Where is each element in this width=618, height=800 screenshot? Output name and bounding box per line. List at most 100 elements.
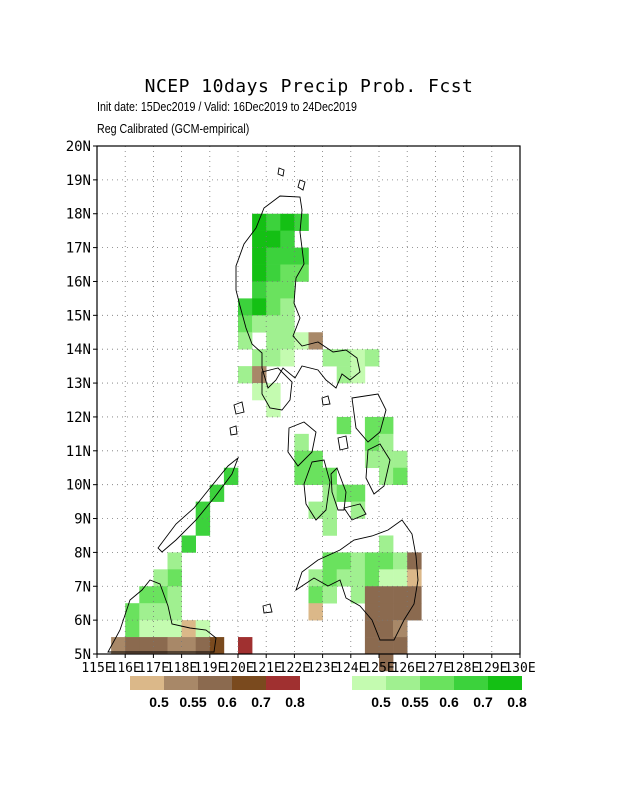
- prob-cell: [393, 620, 408, 638]
- prob-cell: [379, 654, 394, 672]
- prob-cell: [364, 620, 380, 638]
- prob-cell: [280, 298, 295, 316]
- dry-legend-swatch: [130, 676, 164, 690]
- prob-cell: [266, 315, 281, 333]
- lon-tick-label: 130E: [504, 661, 535, 676]
- lat-tick-label: 14N: [66, 342, 91, 358]
- prob-cell: [153, 569, 168, 587]
- lat-tick-label: 20N: [66, 139, 91, 155]
- prob-cell: [322, 501, 337, 519]
- map-border: [96, 145, 521, 655]
- lat-tick-label: 6N: [74, 613, 91, 629]
- prob-cell: [280, 349, 295, 367]
- prob-cell: [364, 552, 380, 570]
- prob-cell: [280, 332, 295, 350]
- lon-tick-label: 119E: [194, 661, 225, 676]
- prob-cell: [336, 349, 352, 367]
- prob-cell: [294, 450, 309, 469]
- lat-tick-label: 8N: [74, 545, 91, 561]
- prob-cell: [364, 637, 380, 655]
- prob-cell: [181, 620, 196, 638]
- coastline-bohol: [343, 503, 367, 521]
- prob-cell: [379, 552, 394, 570]
- prob-cell: [322, 349, 337, 367]
- prob-cell: [379, 433, 394, 452]
- dry-legend-label: 0.55: [179, 694, 206, 710]
- prob-cell: [336, 484, 352, 502]
- coastlines: [107, 167, 419, 653]
- prob-cell: [139, 586, 154, 604]
- prob-cell: [364, 450, 380, 469]
- prob-cell: [139, 620, 154, 638]
- dry-legend-label: 0.6: [217, 694, 237, 710]
- prob-cell: [153, 586, 168, 604]
- prob-cell: [379, 586, 394, 604]
- prob-cell: [350, 366, 366, 384]
- wet-legend-swatch: [488, 676, 522, 690]
- prob-cell: [167, 637, 182, 655]
- lat-tick-label: 5N: [74, 647, 91, 663]
- wet-legend-swatch: [454, 676, 488, 690]
- prob-cell: [266, 264, 281, 282]
- lat-tick-label: 9N: [74, 512, 91, 528]
- prob-cell: [252, 281, 267, 299]
- prob-cell: [153, 637, 168, 655]
- prob-cell: [266, 281, 281, 299]
- prob-cell: [195, 620, 211, 638]
- coastline-island-e: [321, 395, 331, 406]
- dry-legend-swatch: [266, 676, 300, 690]
- prob-cell: [280, 213, 295, 231]
- lat-tick-label: 18N: [66, 207, 91, 223]
- prob-cell: [364, 603, 380, 621]
- lat-tick-label: 15N: [66, 308, 91, 324]
- wet-legend-label: 0.55: [401, 694, 428, 710]
- prob-cell: [252, 264, 267, 282]
- lon-tick-label: 120E: [222, 661, 253, 676]
- prob-cell: [350, 349, 366, 367]
- prob-cell: [280, 247, 295, 265]
- prob-cell: [111, 637, 126, 655]
- dry-legend-swatch: [198, 676, 232, 690]
- prob-cell: [238, 332, 253, 350]
- lat-tick-label: 12N: [66, 410, 91, 426]
- prob-cell: [294, 332, 309, 350]
- lon-tick-label: 117E: [138, 661, 169, 676]
- prob-cell: [167, 569, 182, 587]
- prob-cell: [280, 281, 295, 299]
- lon-tick-label: 126E: [392, 661, 423, 676]
- coastline-panay: [287, 421, 317, 467]
- prob-cell: [308, 501, 323, 519]
- prob-cell: [266, 383, 281, 401]
- lat-tick-label: 13N: [66, 376, 91, 392]
- prob-cell: [336, 569, 352, 587]
- prob-cell: [181, 535, 196, 553]
- wet-legend-label: 0.8: [507, 694, 527, 710]
- prob-cell: [252, 315, 267, 333]
- dry-legend-label: 0.5: [149, 694, 169, 710]
- prob-cell: [379, 569, 394, 587]
- prob-cell: [308, 569, 323, 587]
- coastline-palawan: [157, 456, 239, 553]
- lon-tick-label: 125E: [363, 661, 394, 676]
- lon-tick-label: 129E: [476, 661, 507, 676]
- prob-cell: [153, 603, 168, 621]
- method-subtitle: Reg Calibrated (GCM-empirical): [97, 121, 250, 136]
- prob-cell: [266, 230, 281, 248]
- coastline-mindoro: [261, 367, 293, 411]
- gridlines: [97, 146, 520, 654]
- lon-tick-label: 122E: [279, 661, 310, 676]
- prob-cell: [266, 247, 281, 265]
- coastline-leyte: [365, 443, 391, 495]
- prob-cell: [252, 230, 267, 248]
- prob-cell: [294, 433, 309, 452]
- coastline-island-a: [277, 167, 285, 177]
- prob-cell: [336, 416, 352, 435]
- prob-cell: [280, 230, 295, 248]
- prob-cell: [294, 247, 309, 265]
- prob-cell: [308, 332, 323, 350]
- prob-cell: [308, 603, 323, 621]
- prob-cell: [379, 535, 394, 553]
- lat-tick-label: 17N: [66, 241, 91, 257]
- prob-cell: [322, 586, 337, 604]
- prob-cell: [393, 586, 408, 604]
